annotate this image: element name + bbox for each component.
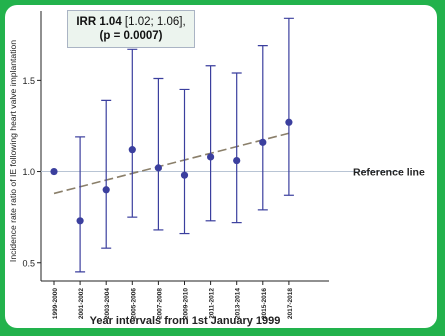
x-tick-label: 1999-2000 [52,288,59,319]
data-point [128,146,136,154]
x-tick-label: 2015-2016 [261,288,268,319]
forest-chart: Reference line 0.5 1.0 1.5 1999-2000 2001-2… [8,11,425,327]
x-tick-label: 2017-2018 [287,288,294,319]
data-point [50,167,58,176]
y-tick-label: 1.5 [22,76,35,86]
data-point [233,156,241,165]
data-point [259,138,267,146]
y-axis-title: Incidence rate ratio of IE following hea… [8,40,18,262]
x-ticks: 1999-2000 2001-2002 2003-2004 2005-2006 2007… [52,281,294,319]
data-point [180,171,189,179]
data-marks [50,17,294,273]
data-point [285,118,293,126]
x-tick-label: 2007-2008 [156,288,163,319]
x-tick-label: 2009-2010 [183,288,190,319]
x-tick-label: 2011-2012 [209,288,216,319]
y-tick-label: 1.0 [22,167,35,177]
data-point [154,164,162,172]
irr-line: IRR 1.04 [1.02; 1.06], [68,15,194,29]
x-axis-title: Year intervals from 1st January 1999 [90,315,281,327]
x-tick-label: 2005-2006 [130,288,137,319]
chart-panel: Reference line 0.5 1.0 1.5 1999-2000 2001-2… [5,5,437,328]
trend-line [53,132,290,195]
reference-line-label: Reference line [353,167,425,179]
data-point [207,153,215,161]
x-tick-label: 2003-2004 [104,288,111,319]
irr-ci: [1.02; 1.06], [121,16,186,28]
x-tick-label: 2013-2014 [235,288,242,319]
irr-annotation-box: IRR 1.04 [1.02; 1.06], (p = 0.0007) [67,10,195,48]
x-tick-label: 2001-2002 [78,288,85,319]
y-ticks: 0.5 1.0 1.5 [22,76,41,268]
p-value: (p = 0.0007) [99,30,163,42]
data-point [102,186,110,194]
data-point [76,217,84,225]
irr-value: IRR 1.04 [76,16,122,28]
y-tick-label: 0.5 [22,258,35,268]
